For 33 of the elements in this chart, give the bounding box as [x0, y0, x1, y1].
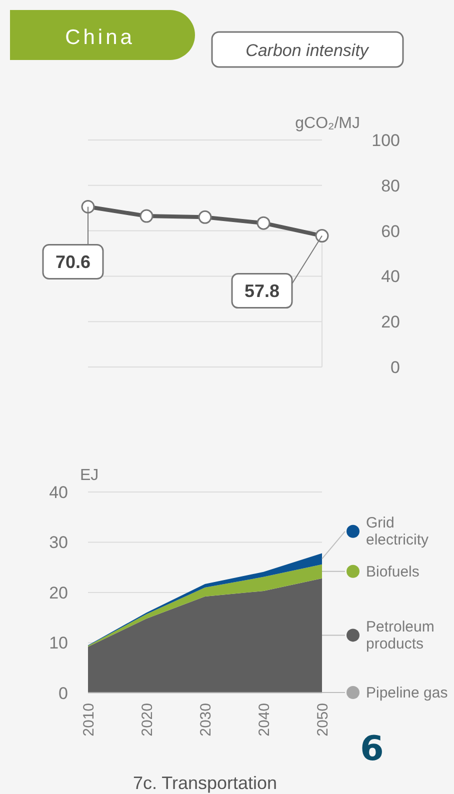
legend-label: Petroleum products [366, 618, 434, 652]
y-tick-label: 40 [49, 482, 68, 502]
y-tick-label: 20 [49, 583, 68, 602]
text: 7c. Transportation [132, 773, 278, 793]
y-tick-label: 0 [58, 684, 68, 703]
annotation: 70.6 [55, 252, 91, 272]
y-tick-label: 60 [381, 222, 400, 241]
legend-label: Grid electricity [366, 514, 430, 549]
y-axis-title: gCO₂/MJ [295, 115, 360, 132]
y-tick-label: 80 [381, 176, 400, 196]
y-axis-title: EJ [80, 467, 99, 484]
legend-label: Pipeline gas [366, 684, 448, 702]
y-tick-label: 40 [381, 267, 400, 286]
x-tick-label: 2030 [197, 703, 214, 736]
x-tick-label: 2050 [314, 703, 332, 736]
y-tick-label: 20 [381, 312, 400, 332]
y-tick-label: 0 [390, 358, 400, 377]
point [140, 209, 154, 223]
y-tick-label: 10 [49, 634, 68, 653]
point [81, 200, 95, 214]
x-tick-label: 2010 [80, 703, 98, 736]
x-tick-label: 2040 [256, 703, 273, 736]
annotation: 57.8 [244, 281, 280, 302]
x-tick-label: 2020 [138, 703, 156, 736]
legend-label: Biofuels [366, 564, 420, 581]
point [256, 216, 270, 230]
text: China [65, 26, 135, 49]
chart-title: Carbon intensity [246, 41, 370, 60]
y-tick-label: 30 [49, 533, 68, 552]
y-tick-label: 100 [372, 130, 400, 150]
point [198, 210, 212, 224]
text: 6 [360, 729, 384, 769]
point [315, 229, 329, 243]
